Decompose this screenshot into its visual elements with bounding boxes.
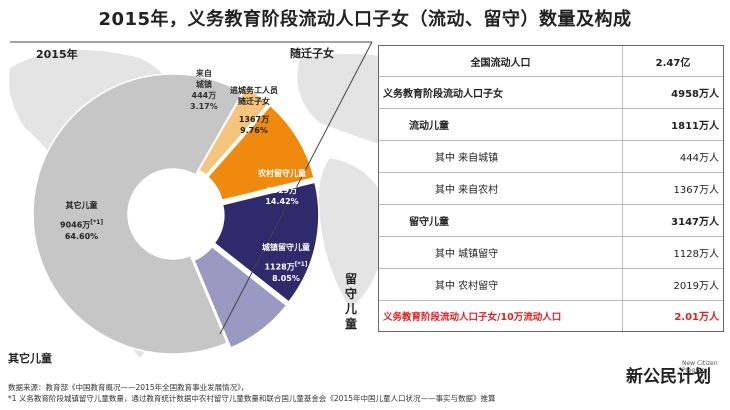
table-row-value: 1811万人 <box>622 108 723 142</box>
table-row: 全国流动人口 2.47亿 <box>379 46 723 78</box>
table-row-label: 全国流动人口 <box>379 46 623 78</box>
logo: 新公民计划 <box>626 367 711 387</box>
seg-rural-migrant-name: 进城务工人员 随迁子女 <box>230 86 278 106</box>
table-row-value: 2019万人 <box>622 268 723 301</box>
donut-segment-rural-migrant <box>206 104 316 202</box>
footnotes: 数据来源：教育部《中国教育概况——2015年全国教育事业发展情况》， *1 义务… <box>8 382 496 404</box>
page-title: 2015年，义务教育阶段流动人口子女（流动、留守）数量及构成 <box>98 9 632 30</box>
table-row: 其中 来自农村 1367万人 <box>379 172 723 205</box>
table-row-label: 其中 农村留守 <box>379 268 623 301</box>
donut-segment-urban <box>197 86 270 177</box>
table-row: 留守儿童 3147万人 <box>379 204 723 237</box>
source-note: 数据来源：教育部《中国教育概况——2015年全国教育事业发展情况》， <box>8 383 249 392</box>
table-row-label: 义务教育阶段流动人口子女 <box>379 76 623 110</box>
table-row: 义务教育阶段流动人口子女/10万流动人口 2.01万人 <box>379 300 723 331</box>
donut-segment-urban-left <box>193 245 288 349</box>
seg-urban-percent: 3.17% <box>190 102 218 111</box>
table-row: 义务教育阶段流动人口子女 4958万人 <box>379 76 723 110</box>
seg-rural-migrant-percent: 9.76% <box>240 126 268 135</box>
left-behind-label: 留守儿童 <box>345 272 358 331</box>
table-row-label: 留守儿童 <box>379 204 623 237</box>
seg-urban-value: 444万 <box>191 91 217 100</box>
seg-label-other: 其它儿童 9046万[*1] 64.60% <box>60 200 103 242</box>
table-row: 其中 农村留守 2019万人 <box>379 268 723 301</box>
seg-urban-left-percent: 8.05% <box>272 273 300 283</box>
estimate-note: *1 义务教育阶段城镇留守儿童数量，通过教育统计数据中农村留守儿童数量和联合国儿… <box>8 394 496 403</box>
table-row-label: 流动儿童 <box>379 108 623 142</box>
seg-rural-left-value: 2019万 <box>266 186 298 195</box>
table-row-value: 1367万人 <box>622 172 723 205</box>
other-children-label: 其它儿童 <box>8 352 52 365</box>
seg-rural-left-name: 农村留守儿童 <box>258 169 306 178</box>
seg-urban-left-note: [*1] <box>294 261 308 268</box>
seg-label-urban-left: 城镇留守儿童 1128万[*1] 8.05% <box>262 242 310 284</box>
frame-diagonal-line <box>219 41 373 335</box>
table-row-value: 2.47亿 <box>622 46 723 78</box>
seg-other-value: 9046万 <box>60 220 91 230</box>
seg-other-name: 其它儿童 <box>65 201 98 210</box>
seg-urban-name: 来自 城镇 <box>195 69 212 89</box>
table-row-value: 3147万人 <box>622 204 723 237</box>
seg-label-rural-left: 农村留守儿童 2019万 14.42% <box>258 168 306 207</box>
seg-urban-left-value: 1128万 <box>264 262 295 272</box>
table-row-label: 义务教育阶段流动人口子女/10万流动人口 <box>383 311 562 323</box>
seg-label-urban: 来自 城镇 444万 3.17% <box>190 68 218 112</box>
seg-rural-left-percent: 14.42% <box>265 197 299 206</box>
table-row: 其中 来自城镇 444万人 <box>379 140 723 174</box>
table-row-value: 2.01万人 <box>622 300 723 331</box>
seg-other-note: [*1] <box>90 219 104 226</box>
seg-urban-left-name: 城镇留守儿童 <box>262 243 310 252</box>
table-row-label: 其中 来自农村 <box>379 172 623 205</box>
table-row: 其中 城镇留守 1128万人 <box>379 236 723 269</box>
table-row-value: 4958万人 <box>622 76 723 110</box>
donut-chart <box>10 41 373 355</box>
table-row-label: 其中 城镇留守 <box>379 236 623 269</box>
table-row: 流动儿童 1811万人 <box>379 108 723 142</box>
donut-hole <box>128 169 218 259</box>
table-row-value: 1128万人 <box>622 236 723 269</box>
seg-rural-migrant-value: 1367万 <box>238 115 270 124</box>
table-row-value: 444万人 <box>622 140 723 174</box>
data-table: 全国流动人口 2.47亿 义务教育阶段流动人口子女 4958万人 流动儿童 1811万人其… <box>378 45 724 332</box>
seg-other-percent: 64.60% <box>64 231 99 241</box>
migrant-children-label: 随迁子女 <box>290 47 334 60</box>
seg-label-rural-migrant: 进城务工人员 随迁子女 1367万 9.76% <box>230 85 278 136</box>
table-row-label: 其中 来自城镇 <box>379 140 623 174</box>
logo-subtitle: New Citizen Program <box>682 360 718 374</box>
year-label: 2015年 <box>36 48 78 61</box>
donut-segment-rural-left <box>213 181 320 304</box>
